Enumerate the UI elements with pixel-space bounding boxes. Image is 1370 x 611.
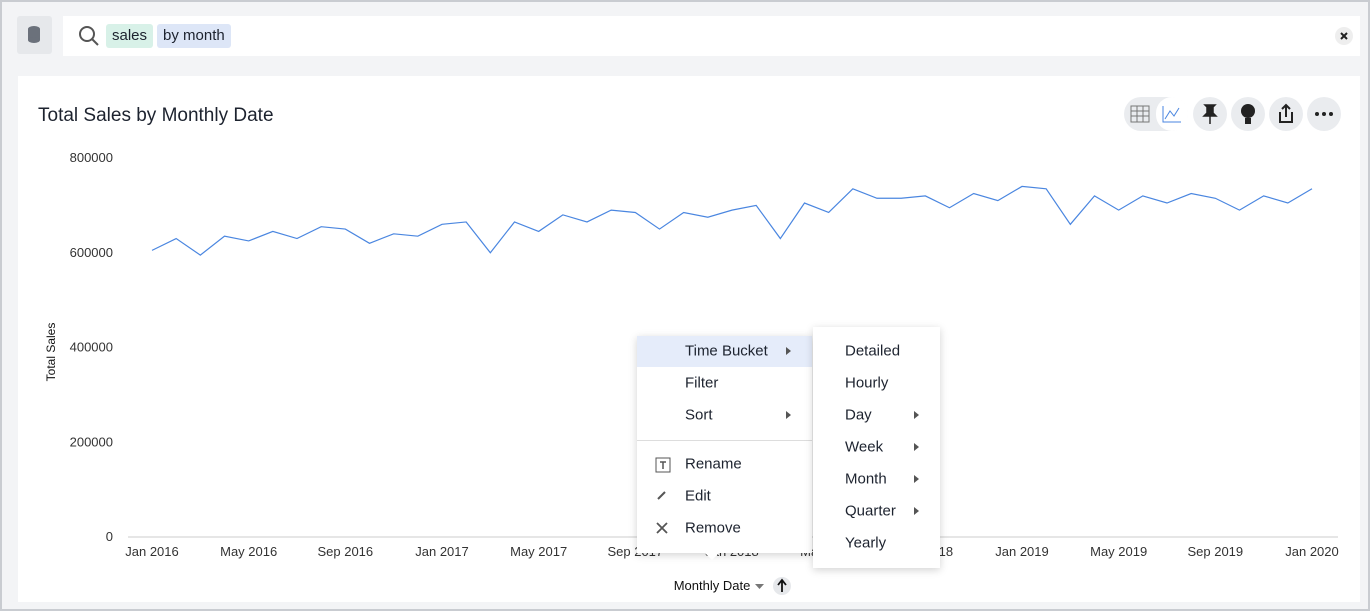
menu-item[interactable]: Rename (685, 455, 742, 473)
insight-button[interactable] (1231, 97, 1265, 131)
submenu-arrow (914, 507, 919, 515)
x-tick-label: May 2019 (1090, 544, 1147, 559)
chart-title: Total Sales by Monthly Date (38, 105, 274, 126)
chart-view-button[interactable] (1156, 97, 1188, 131)
share-button[interactable] (1269, 97, 1303, 131)
db-icon (28, 26, 40, 43)
submenu-arrow (786, 347, 791, 355)
x-tick-label: Jan 2016 (125, 544, 179, 559)
menu-item[interactable]: Edit (685, 487, 711, 505)
submenu-arrow (786, 411, 791, 419)
more-button[interactable] (1307, 97, 1341, 131)
sort-icon (777, 578, 787, 592)
menu-pointer (705, 553, 719, 560)
y-axis-label: Total Sales (44, 323, 58, 382)
menu-item[interactable]: Filter (685, 374, 719, 392)
submenu-item[interactable]: Hourly (845, 374, 889, 392)
table-icon[interactable] (1130, 105, 1150, 123)
submenu-arrow (914, 475, 919, 483)
remove-icon (656, 522, 668, 534)
x-tick-label: May 2017 (510, 544, 567, 559)
x-tick-label: Jan 2017 (415, 544, 469, 559)
menu-divider (637, 440, 812, 441)
search-token[interactable]: sales (106, 24, 154, 48)
y-tick-label: 800000 (70, 150, 113, 165)
submenu-item[interactable]: Yearly (845, 534, 887, 552)
edit-icon (657, 491, 666, 500)
pin-button[interactable] (1193, 97, 1227, 131)
search-icon (79, 26, 99, 46)
line-series (151, 185, 1313, 256)
y-tick-label: 200000 (70, 434, 113, 449)
share-icon (1279, 103, 1293, 123)
submenu-item[interactable]: Week (845, 438, 884, 456)
context-menu: Time Bucket Filter Sort Rename Edit Remo… (637, 336, 812, 560)
x-tick-label: May 2016 (220, 544, 277, 559)
x-tick-label: Sep 2019 (1187, 544, 1243, 559)
menu-item[interactable]: Sort (685, 406, 713, 424)
y-tick-label: 600000 (70, 245, 113, 260)
submenu-item[interactable]: Quarter (845, 502, 896, 520)
bulb-icon (1241, 104, 1255, 124)
view-toggle[interactable] (1124, 97, 1188, 131)
search-token[interactable]: by month (157, 24, 231, 48)
menu-item[interactable]: Time Bucket (685, 342, 768, 360)
menu-item[interactable]: Remove (685, 519, 741, 537)
x-axis-dropdown[interactable] (755, 584, 764, 589)
x-tick-label: Jan 2019 (995, 544, 1049, 559)
x-tick-label: Sep 2016 (317, 544, 373, 559)
y-tick-label: 400000 (70, 340, 113, 355)
search-bar[interactable] (63, 16, 1360, 56)
submenu-arrow (914, 443, 919, 451)
x-axis-label[interactable]: Monthly Date (674, 578, 751, 593)
submenu-item[interactable]: Day (845, 406, 872, 424)
pin-icon (1202, 104, 1218, 124)
x-tick-label: Jan 2020 (1285, 544, 1339, 559)
submenu-item[interactable]: Detailed (845, 342, 901, 360)
data-source-button[interactable] (17, 16, 52, 54)
more-icon (1315, 112, 1333, 116)
menu-highlight (637, 336, 812, 367)
submenu-item[interactable]: Month (845, 470, 887, 488)
submenu-arrow (914, 411, 919, 419)
y-tick-label: 0 (106, 529, 113, 544)
submenu: Detailed Hourly Day Week Month Quarter Y… (813, 327, 940, 568)
chart-icon (1162, 106, 1181, 123)
rename-icon (655, 457, 671, 473)
clear-button[interactable] (1335, 27, 1353, 45)
